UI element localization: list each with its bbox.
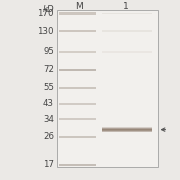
Bar	[102, 129, 152, 130]
Bar	[102, 131, 152, 132]
Bar	[102, 130, 152, 131]
Bar	[102, 13, 152, 14]
Bar	[58, 30, 96, 32]
Text: 72: 72	[43, 65, 54, 74]
Bar	[57, 10, 158, 167]
Text: 55: 55	[43, 83, 54, 92]
Text: 34: 34	[43, 115, 54, 124]
Text: M: M	[75, 2, 83, 11]
Bar	[102, 127, 152, 128]
Text: 1: 1	[123, 2, 129, 11]
Bar	[102, 30, 152, 32]
Bar	[58, 69, 96, 71]
Text: 170: 170	[37, 9, 54, 18]
Bar	[58, 136, 96, 138]
Bar	[58, 164, 96, 166]
Text: 130: 130	[37, 27, 54, 36]
Bar	[58, 51, 96, 53]
Bar	[58, 118, 96, 120]
Bar	[58, 12, 96, 15]
Text: kD: kD	[42, 5, 54, 14]
Text: 17: 17	[43, 160, 54, 169]
Bar	[102, 128, 152, 129]
Text: 43: 43	[43, 99, 54, 108]
Bar	[102, 51, 152, 53]
Text: 26: 26	[43, 132, 54, 141]
Text: 95: 95	[43, 47, 54, 56]
Bar	[58, 103, 96, 105]
Bar	[58, 87, 96, 89]
